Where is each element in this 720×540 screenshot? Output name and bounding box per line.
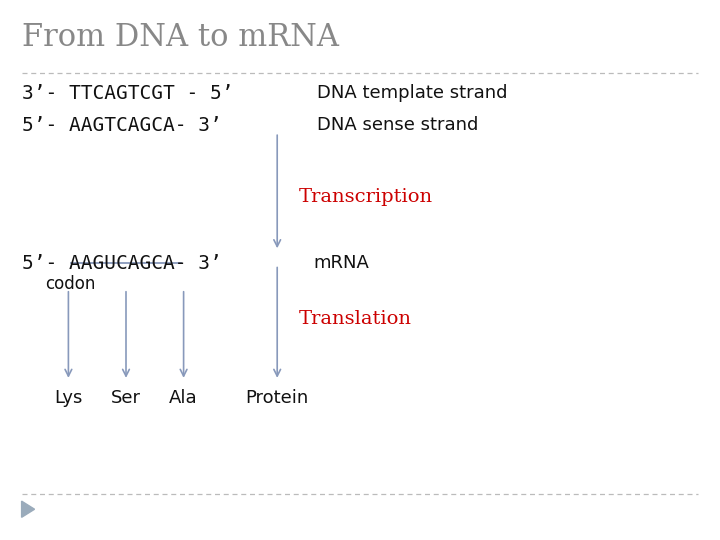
Text: Protein: Protein: [246, 389, 309, 407]
Text: Translation: Translation: [299, 309, 412, 328]
Polygon shape: [22, 501, 35, 517]
Text: Lys: Lys: [54, 389, 83, 407]
Text: codon: codon: [45, 275, 95, 293]
Text: Ala: Ala: [169, 389, 198, 407]
Text: 5’- AAGTCAGCA- 3’: 5’- AAGTCAGCA- 3’: [22, 116, 221, 135]
Text: DNA template strand: DNA template strand: [317, 84, 508, 102]
Text: 5’- AAGUCAGCA- 3’: 5’- AAGUCAGCA- 3’: [22, 254, 221, 273]
Text: mRNA: mRNA: [313, 254, 369, 272]
Text: Ser: Ser: [111, 389, 141, 407]
Text: Transcription: Transcription: [299, 188, 433, 206]
Text: DNA sense strand: DNA sense strand: [317, 116, 478, 134]
Text: 3’- TTCAGTCGT - 5’: 3’- TTCAGTCGT - 5’: [22, 84, 233, 103]
Text: From DNA to mRNA: From DNA to mRNA: [22, 22, 338, 52]
